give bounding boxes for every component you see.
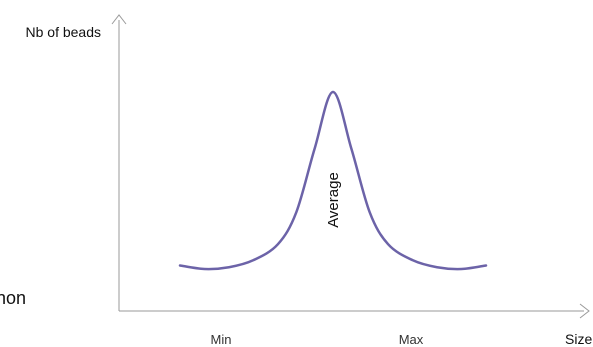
x-axis-arrow-icon xyxy=(579,303,590,319)
x-tick-label-max: Max xyxy=(399,332,424,347)
x-tick-label-min: Min xyxy=(211,332,232,347)
y-axis-label: Nb of beads xyxy=(26,24,102,40)
series-line xyxy=(178,90,488,271)
average-annotation: Average xyxy=(325,172,342,228)
x-axis-label: Size xyxy=(565,331,592,347)
y-axis-arrow-icon xyxy=(111,14,127,25)
cropped-left-text: non xyxy=(0,288,26,308)
